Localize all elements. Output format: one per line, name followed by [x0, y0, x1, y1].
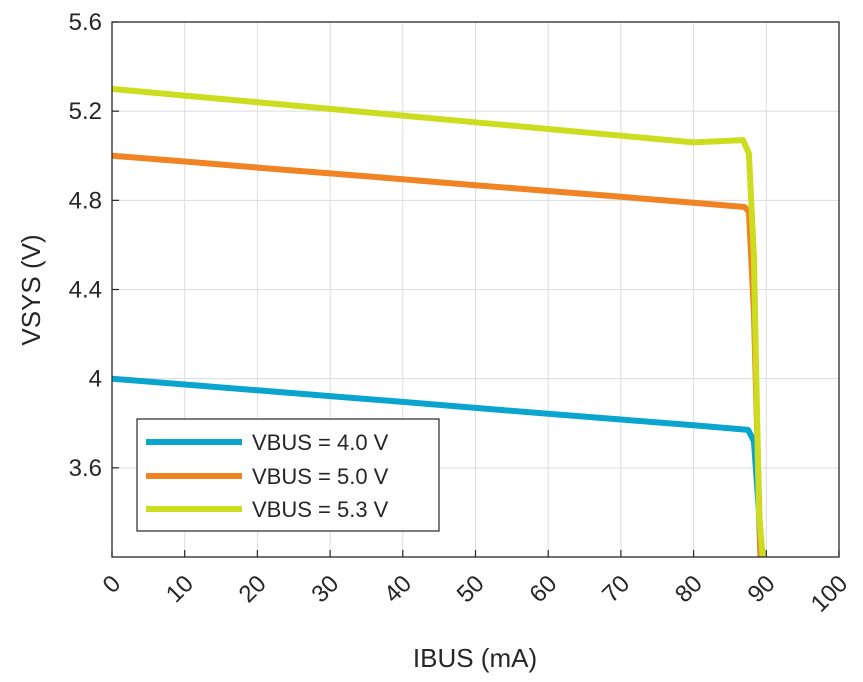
y-axis-label: VSYS (V) [16, 234, 46, 345]
x-tick-label: 20 [234, 570, 272, 608]
x-tick-label: 10 [161, 570, 199, 608]
x-tick-label: 50 [452, 570, 490, 608]
x-tick-label: 100 [806, 570, 853, 617]
x-tick-label: 70 [597, 570, 635, 608]
series-line-2 [111, 85, 766, 558]
y-tick-label: 4.8 [69, 187, 102, 214]
x-axis-label: IBUS (mA) [413, 643, 537, 673]
x-tick-label: 30 [306, 570, 344, 608]
series-line-0 [111, 375, 764, 558]
y-tick-label: 5.6 [69, 9, 102, 36]
legend-label-vbus-5v3: VBUS = 5.3 V [252, 497, 389, 522]
x-tick-label: 80 [670, 570, 708, 608]
y-tick-label: 4 [89, 366, 102, 393]
x-tick-label: 40 [379, 570, 417, 608]
x-tick-label: 0 [98, 570, 127, 599]
x-tick-label: 60 [524, 570, 562, 608]
series-lines [111, 85, 766, 558]
x-tick-labels: 0 10 20 30 40 50 60 70 80 90 100 [98, 570, 854, 617]
plot-frame [111, 21, 840, 558]
y-tick-labels: 3.6 4 4.4 4.8 5.2 5.6 [69, 9, 102, 482]
x-tick-label: 90 [743, 570, 781, 608]
legend: VBUS = 4.0 V VBUS = 5.0 V VBUS = 5.3 V [136, 418, 440, 532]
y-tick-label: 5.2 [69, 98, 102, 125]
y-tick-label: 3.6 [69, 455, 102, 482]
legend-label-vbus-5v0: VBUS = 5.0 V [252, 464, 389, 489]
y-tick-label: 4.4 [69, 277, 102, 304]
legend-label-vbus-4v0: VBUS = 4.0 V [252, 430, 389, 455]
